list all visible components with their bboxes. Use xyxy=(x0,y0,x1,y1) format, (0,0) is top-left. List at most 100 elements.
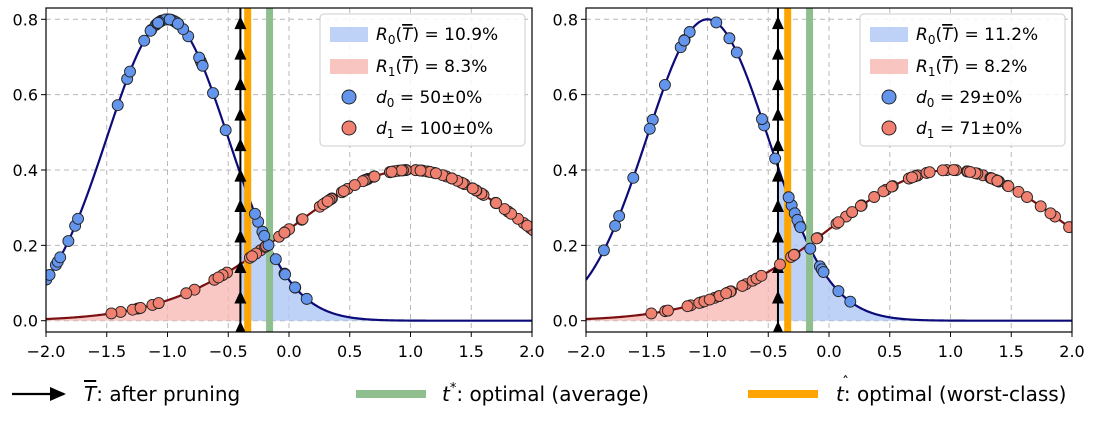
x-tick-label: −2.0 xyxy=(27,342,66,361)
x-tick-label: −0.5 xyxy=(749,342,788,361)
y-tick-label: 0.8 xyxy=(13,10,38,29)
point-class0 xyxy=(72,212,84,225)
point-class1 xyxy=(429,167,442,180)
chart-panel-1: −2.0 −1.5 −1.0 −0.5 0.0 0.5 1.0 1.5 2.0 0.0 0.2 0.4… xyxy=(13,7,546,361)
bottom-legend-that-label: t: optimal (worst-class) xyxy=(836,382,1066,406)
x-tick-label: 0.0 xyxy=(276,342,301,361)
t-bar-arrow xyxy=(234,77,247,91)
point-class0 xyxy=(817,266,830,279)
point-class1 xyxy=(645,307,658,320)
t-bar-arrow xyxy=(234,260,247,274)
point-class0 xyxy=(138,34,151,47)
legend-box xyxy=(319,13,526,147)
y-tick-label: 0.4 xyxy=(553,161,578,180)
legend-swatch-r1 xyxy=(330,59,368,74)
legend-swatch-r0 xyxy=(330,27,368,42)
bottom-legend-tstar-label: t*: optimal (average) xyxy=(442,381,649,406)
point-class1 xyxy=(923,166,936,179)
risk-area-class1 xyxy=(586,265,778,321)
legend-label-d1: d1 = 71±0% xyxy=(916,119,1022,141)
chart-panel-2: −2.0 −1.5 −1.0 −0.5 0.0 0.5 1.0 1.5 2.0 0.0 0.2 0.4… xyxy=(553,7,1085,361)
point-class1 xyxy=(395,164,408,177)
point-class1 xyxy=(535,230,546,241)
point-class1 xyxy=(212,271,225,284)
t-bar-arrow xyxy=(771,107,784,121)
point-class1 xyxy=(964,165,977,178)
point-class1 xyxy=(703,293,716,306)
point-class1 xyxy=(368,170,381,183)
point-class0 xyxy=(207,87,219,100)
sample-points xyxy=(46,13,546,320)
point-class0 xyxy=(300,292,313,305)
point-class0 xyxy=(62,235,75,248)
x-tick-label: −1.5 xyxy=(627,342,666,361)
point-class1 xyxy=(1021,191,1033,204)
bottom-legend: T: after pruning t*: optimal (average) t: … xyxy=(12,375,1066,406)
t-bar-arrow xyxy=(234,46,247,60)
t-bar-arrow xyxy=(234,107,247,121)
point-class1 xyxy=(906,171,918,184)
point-class0 xyxy=(111,99,124,112)
y-axis: 0.0 0.2 0.4 0.6 0.8 xyxy=(553,10,586,331)
t-bar-arrow xyxy=(234,168,247,182)
point-class1 xyxy=(681,300,694,313)
point-class1 xyxy=(278,226,291,239)
x-tick-label: −1.0 xyxy=(148,342,187,361)
point-class1 xyxy=(321,195,334,208)
point-class1 xyxy=(385,165,398,178)
point-class1 xyxy=(1012,185,1025,198)
point-class1 xyxy=(832,216,845,229)
point-class0 xyxy=(152,16,165,29)
point-class1 xyxy=(1063,221,1072,234)
risk-area-class1 xyxy=(46,264,241,321)
y-tick-label: 0.6 xyxy=(553,86,578,105)
point-class1 xyxy=(846,206,859,219)
point-class1 xyxy=(788,249,800,261)
x-tick-label: 1.0 xyxy=(938,342,963,361)
x-tick-label: 2.0 xyxy=(1059,342,1084,361)
legend-label-d0: d0 = 29±0% xyxy=(916,88,1022,110)
t-bar-arrow xyxy=(234,290,247,304)
point-class0 xyxy=(269,253,282,266)
point-class0 xyxy=(782,191,795,204)
point-class1 xyxy=(490,197,503,210)
point-class0 xyxy=(289,281,301,294)
point-class1 xyxy=(533,229,544,240)
legend-marker-d1 xyxy=(881,120,897,136)
point-class0 xyxy=(730,46,743,59)
y-tick-label: 0.4 xyxy=(13,161,38,180)
t-bar-arrow xyxy=(771,199,784,213)
point-class0 xyxy=(678,34,691,47)
point-class0 xyxy=(258,229,271,242)
point-class1 xyxy=(947,164,960,176)
y-tick-label: 0.6 xyxy=(13,86,38,105)
t-bar-arrow xyxy=(234,138,247,152)
x-tick-label: 1.0 xyxy=(398,342,423,361)
point-class1 xyxy=(720,287,733,300)
x-axis: −2.0 −1.5 −1.0 −0.5 0.0 0.5 1.0 1.5 2.0 xyxy=(27,332,545,361)
x-tick-label: 0.5 xyxy=(337,342,362,361)
legend-label-R1: R1(T) = 8.3% xyxy=(376,57,487,79)
t-bar-arrow xyxy=(771,168,784,182)
point-class1 xyxy=(445,172,458,185)
point-class1 xyxy=(810,232,823,245)
legend-label-R1: R1(T) = 8.2% xyxy=(916,57,1027,79)
legend: R0(T) = 10.9% R1(T) = 8.3% d0 = 50±0% d1 = … xyxy=(319,13,526,147)
t-bar-arrow xyxy=(234,16,247,30)
point-class1 xyxy=(936,164,949,177)
y-tick-label: 0.0 xyxy=(13,312,38,331)
legend-label-d1: d1 = 100±0% xyxy=(376,119,493,141)
t-bar-arrow xyxy=(771,46,784,60)
point-class1 xyxy=(1002,180,1015,193)
point-class1 xyxy=(105,307,118,320)
point-class0 xyxy=(844,295,857,308)
legend-box xyxy=(859,13,1066,147)
point-class0 xyxy=(54,251,67,264)
point-class0 xyxy=(219,124,232,137)
point-class1 xyxy=(134,301,147,314)
point-class1 xyxy=(661,304,674,317)
x-axis: −2.0 −1.5 −1.0 −0.5 0.0 0.5 1.0 1.5 2.0 xyxy=(567,332,1085,361)
point-class1 xyxy=(180,287,193,300)
point-class1 xyxy=(152,297,165,310)
